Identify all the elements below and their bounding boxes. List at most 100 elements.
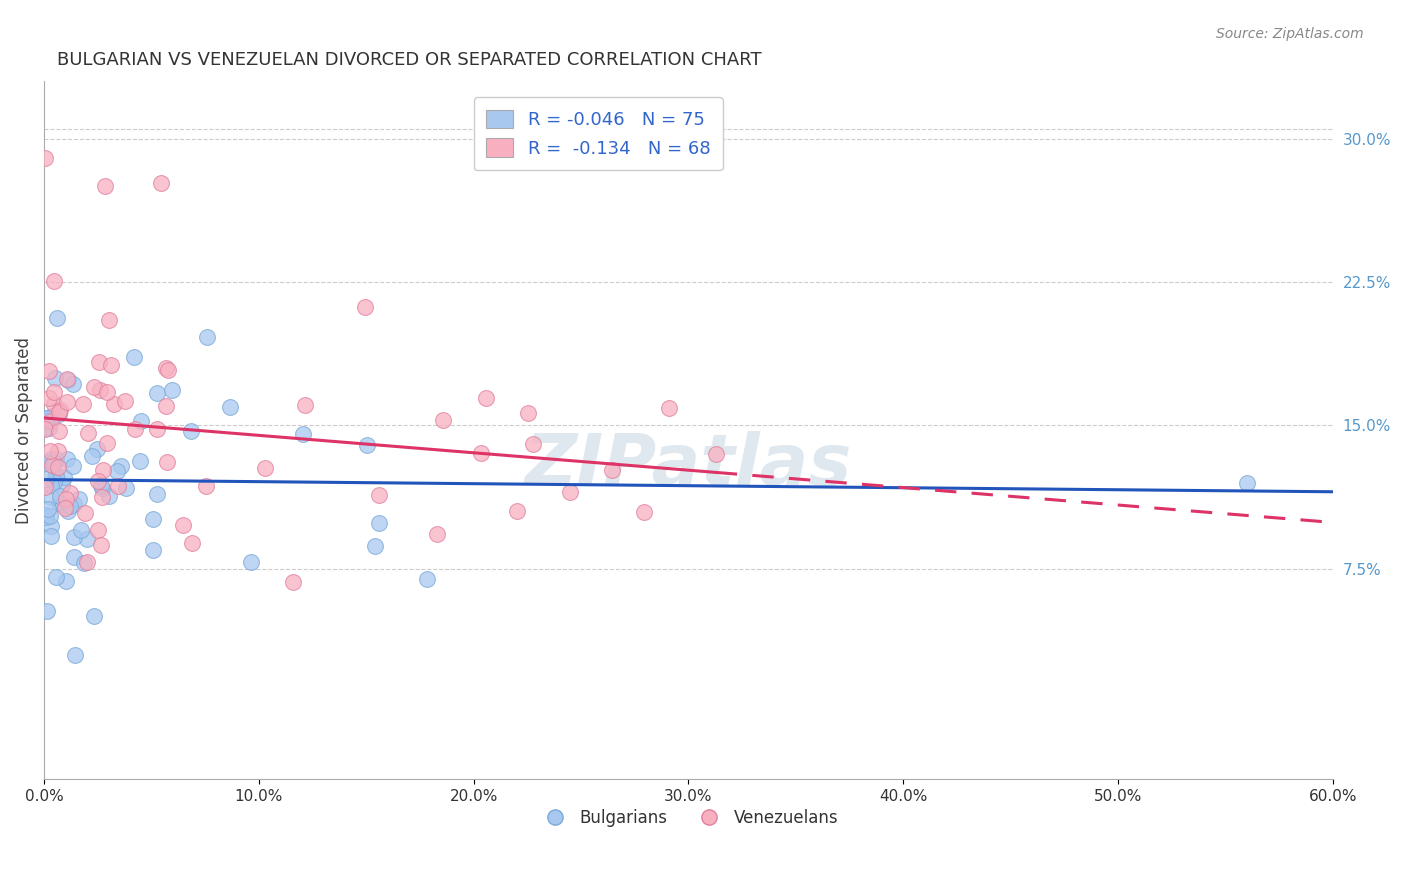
Point: [91, 463, 114, 477]
Point: [46, 443, 69, 458]
Point: [56, 394, 79, 409]
Point: [39, 491, 62, 505]
Point: [253, 460, 276, 475]
Point: [46, 460, 69, 475]
Point: [107, 479, 129, 493]
Point: [37, 502, 59, 516]
Point: [76, 426, 98, 441]
Point: [89, 354, 111, 368]
Point: [475, 391, 498, 405]
Point: [368, 516, 391, 530]
Point: [96, 384, 118, 399]
Point: [70, 523, 93, 537]
Point: [181, 536, 204, 550]
Point: [39, 529, 62, 543]
Point: [45, 469, 67, 483]
Point: [142, 542, 165, 557]
Point: [34, 510, 56, 524]
Point: [56, 452, 79, 467]
Point: [38, 391, 60, 405]
Point: [156, 363, 179, 377]
Point: [44, 470, 66, 484]
Point: [426, 527, 449, 541]
Point: [59, 485, 82, 500]
Point: [97, 313, 120, 327]
Point: [86, 442, 108, 456]
Point: [146, 422, 169, 436]
Point: [90, 478, 112, 492]
Point: [63, 530, 86, 544]
Point: [83, 609, 105, 624]
Point: [48, 496, 70, 510]
Point: [281, 575, 304, 590]
Point: [110, 458, 132, 473]
Point: [44, 397, 66, 411]
Point: [76, 555, 98, 569]
Point: [39, 414, 62, 428]
Point: [560, 484, 582, 499]
Point: [55, 491, 77, 506]
Point: [90, 539, 112, 553]
Point: [356, 438, 378, 452]
Point: [44, 371, 66, 385]
Y-axis label: Divorced or Separated: Divorced or Separated: [15, 336, 32, 524]
Point: [87, 523, 110, 537]
Point: [49, 489, 72, 503]
Point: [41, 409, 63, 423]
Point: [38, 364, 60, 378]
Point: [35, 415, 58, 429]
Point: [34, 151, 56, 165]
Point: [73, 556, 96, 570]
Point: [294, 398, 316, 412]
Point: [48, 405, 70, 419]
Point: [704, 447, 727, 461]
Point: [42, 475, 65, 490]
Point: [91, 490, 114, 504]
Point: [56, 373, 79, 387]
Point: [506, 503, 529, 517]
Point: [45, 570, 67, 584]
Point: [292, 427, 315, 442]
Point: [194, 479, 217, 493]
Point: [72, 397, 94, 411]
Point: [145, 487, 167, 501]
Point: [90, 481, 112, 495]
Point: [124, 350, 146, 364]
Point: [48, 425, 70, 439]
Point: [658, 401, 681, 415]
Point: [146, 385, 169, 400]
Point: [124, 422, 146, 436]
Point: [633, 505, 655, 519]
Point: [38, 444, 60, 458]
Point: [87, 474, 110, 488]
Point: [94, 179, 117, 194]
Point: [195, 330, 218, 344]
Point: [38, 410, 60, 425]
Text: ZIPatlas: ZIPatlas: [524, 431, 852, 500]
Point: [62, 549, 84, 564]
Legend: Bulgarians, Venezuelans: Bulgarians, Venezuelans: [531, 802, 845, 833]
Point: [49, 403, 72, 417]
Point: [35, 508, 58, 522]
Point: [45, 311, 67, 326]
Point: [53, 501, 76, 516]
Point: [73, 506, 96, 520]
Point: [41, 458, 63, 472]
Point: [52, 498, 75, 512]
Point: [364, 539, 387, 553]
Point: [42, 384, 65, 399]
Point: [103, 397, 125, 411]
Text: Source: ZipAtlas.com: Source: ZipAtlas.com: [1216, 27, 1364, 41]
Point: [76, 532, 98, 546]
Point: [55, 372, 77, 386]
Point: [39, 477, 62, 491]
Point: [55, 574, 77, 588]
Point: [470, 446, 492, 460]
Point: [432, 413, 454, 427]
Point: [368, 488, 391, 502]
Point: [150, 176, 173, 190]
Point: [59, 499, 82, 513]
Point: [522, 436, 544, 450]
Point: [34, 422, 56, 436]
Point: [156, 455, 179, 469]
